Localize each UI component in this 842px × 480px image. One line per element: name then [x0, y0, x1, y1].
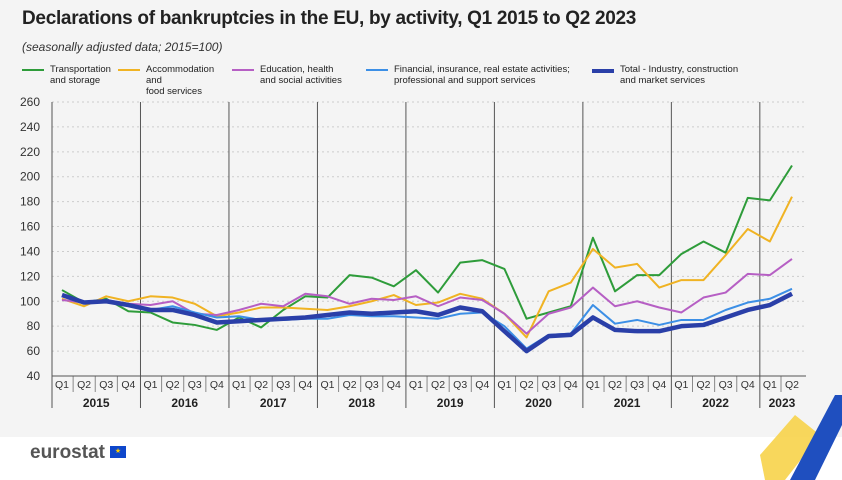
quarter-label: Q4: [121, 379, 135, 391]
quarter-label: Q3: [719, 379, 733, 391]
quarter-label: Q1: [320, 379, 334, 391]
quarter-label: Q2: [608, 379, 622, 391]
y-tick-label: 160: [20, 220, 40, 234]
series-line-2: [61, 258, 793, 335]
legend-swatch: [366, 69, 388, 71]
quarter-label: Q1: [232, 379, 246, 391]
legend-swatch: [592, 69, 614, 73]
quarter-label: Q2: [254, 379, 268, 391]
legend-item: Education, health and social activities: [232, 64, 364, 86]
legend-item: Transportation and storage: [22, 64, 116, 86]
y-tick-label: 80: [27, 319, 41, 333]
quarter-label: Q3: [365, 379, 379, 391]
series-line-0: [61, 164, 793, 331]
series-line-1: [61, 196, 793, 339]
legend-label: Education, health and social activities: [260, 64, 342, 86]
year-label: 2022: [702, 396, 729, 410]
quarter-label: Q1: [763, 379, 777, 391]
quarter-label: Q1: [497, 379, 511, 391]
quarter-label: Q3: [453, 379, 467, 391]
quarter-label: Q1: [586, 379, 600, 391]
quarter-label: Q4: [298, 379, 312, 391]
quarter-label: Q3: [542, 379, 556, 391]
legend-label: Financial, insurance, real estate activi…: [394, 64, 570, 86]
quarter-label: Q1: [143, 379, 157, 391]
quarter-label: Q3: [630, 379, 644, 391]
quarter-label: Q3: [99, 379, 113, 391]
quarter-label: Q4: [387, 379, 401, 391]
eu-flag-icon: ★: [110, 446, 126, 458]
legend-label: Transportation and storage: [50, 64, 111, 86]
year-label: 2020: [525, 396, 552, 410]
quarter-label: Q3: [276, 379, 290, 391]
year-label: 2019: [437, 396, 464, 410]
y-tick-label: 240: [20, 120, 40, 134]
quarter-label: Q4: [652, 379, 666, 391]
quarter-label: Q2: [785, 379, 799, 391]
quarter-label: Q2: [697, 379, 711, 391]
eurostat-logo: eurostat: [30, 442, 105, 463]
y-tick-label: 60: [27, 344, 41, 358]
chart-subtitle: (seasonally adjusted data; 2015=100): [22, 40, 223, 54]
y-tick-label: 180: [20, 195, 40, 209]
chart-title: Declarations of bankruptcies in the EU, …: [22, 8, 637, 29]
quarter-label: Q1: [674, 379, 688, 391]
legend-swatch: [22, 69, 44, 71]
quarter-label: Q4: [564, 379, 578, 391]
quarter-label: Q2: [343, 379, 357, 391]
series-line-3: [61, 287, 793, 350]
quarter-label: Q4: [741, 379, 755, 391]
y-tick-label: 200: [20, 170, 40, 184]
legend-swatch: [118, 69, 140, 71]
quarter-label: Q2: [431, 379, 445, 391]
y-tick-label: 40: [27, 369, 41, 383]
y-tick-label: 220: [20, 145, 40, 159]
quarter-label: Q3: [188, 379, 202, 391]
legend-swatch: [232, 69, 254, 71]
y-tick-label: 140: [20, 244, 40, 258]
y-tick-label: 100: [20, 294, 40, 308]
y-tick-label: 120: [20, 269, 40, 283]
year-label: 2018: [348, 396, 375, 410]
series-line-4: [61, 291, 794, 354]
quarter-label: Q2: [77, 379, 91, 391]
legend-item: Accommodation and food services: [118, 64, 230, 97]
quarter-label: Q4: [475, 379, 489, 391]
legend-item: Financial, insurance, real estate activi…: [366, 64, 590, 86]
legend-label: Total - Industry, construction and market…: [620, 64, 739, 86]
quarter-label: Q2: [166, 379, 180, 391]
quarter-label: Q4: [210, 379, 224, 391]
year-label: 2021: [614, 396, 641, 410]
decorative-stripes: [760, 395, 842, 480]
quarter-label: Q1: [409, 379, 423, 391]
quarter-label: Q1: [55, 379, 69, 391]
year-label: 2016: [171, 396, 198, 410]
quarter-label: Q2: [520, 379, 534, 391]
year-label: 2023: [769, 396, 796, 410]
legend-item: Total - Industry, construction and market…: [592, 64, 822, 86]
year-label: 2017: [260, 396, 287, 410]
year-label: 2015: [83, 396, 110, 410]
y-tick-label: 260: [20, 95, 40, 109]
legend-label: Accommodation and food services: [146, 64, 215, 97]
line-chart: 40 60 80 100 120 140 160 180 200 220 240 260 2015 Q1 Q…: [20, 95, 806, 410]
